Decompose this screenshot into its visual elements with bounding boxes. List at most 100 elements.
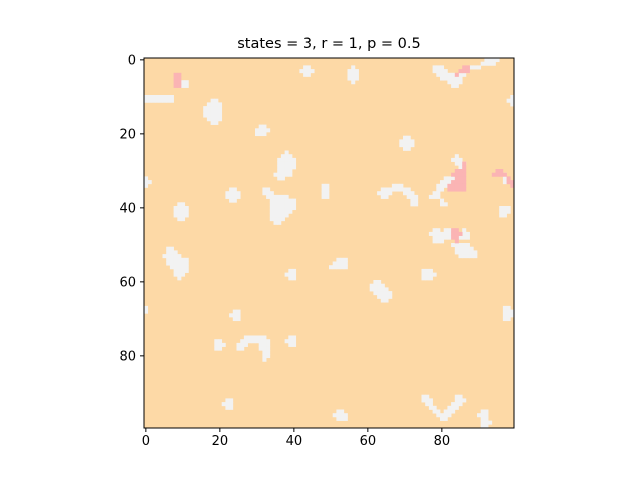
heatmap-cell-state-1 bbox=[266, 187, 271, 192]
heatmap-cell-state-2 bbox=[458, 231, 463, 236]
heatmap-cell-state-1 bbox=[173, 254, 178, 259]
heatmap-cell-state-1 bbox=[262, 357, 267, 362]
heatmap-cell-state-1 bbox=[277, 213, 282, 218]
heatmap-cell-state-1 bbox=[262, 354, 267, 359]
heatmap-cell-state-1 bbox=[473, 65, 478, 70]
heatmap-cell-state-2 bbox=[458, 176, 463, 181]
heatmap-cell-state-1 bbox=[432, 405, 437, 410]
heatmap-cell-state-1 bbox=[247, 335, 252, 340]
heatmap-cell-state-1 bbox=[292, 272, 297, 277]
heatmap-cell-state-1 bbox=[403, 135, 408, 140]
heatmap-cell-state-1 bbox=[465, 246, 470, 251]
heatmap-cell-state-1 bbox=[391, 187, 396, 192]
heatmap-cell-state-1 bbox=[384, 194, 389, 199]
heatmap-cell-state-1 bbox=[454, 405, 459, 410]
heatmap-cell-state-1 bbox=[273, 172, 278, 177]
heatmap-cell-state-2 bbox=[451, 187, 456, 192]
heatmap-cell-state-1 bbox=[177, 217, 182, 222]
y-tick-label: 20 bbox=[119, 127, 136, 142]
heatmap-cell-state-1 bbox=[447, 176, 452, 181]
heatmap-cell-state-1 bbox=[458, 394, 463, 399]
heatmap-cell-state-1 bbox=[436, 191, 441, 196]
heatmap-cell-state-1 bbox=[292, 268, 297, 273]
heatmap-cell-state-1 bbox=[269, 209, 274, 214]
axes: 0 20 40 60 80 0 20 40 60 80 bbox=[119, 53, 515, 449]
heatmap-cell-state-1 bbox=[280, 202, 285, 207]
heatmap-cell-state-1 bbox=[343, 257, 348, 262]
heatmap-cell-state-1 bbox=[480, 424, 485, 429]
heatmap-cell-state-1 bbox=[425, 268, 430, 273]
heatmap-cell-state-1 bbox=[206, 117, 211, 122]
heatmap-cell-state-1 bbox=[177, 202, 182, 207]
heatmap-cell-state-1 bbox=[173, 213, 178, 218]
heatmap-cell-state-1 bbox=[440, 198, 445, 203]
heatmap-cell-state-1 bbox=[266, 191, 271, 196]
heatmap-cell-state-2 bbox=[173, 83, 178, 88]
heatmap-cell-state-1 bbox=[284, 339, 289, 344]
heatmap-cell-state-2 bbox=[454, 228, 459, 233]
heatmap-cell-state-1 bbox=[292, 339, 297, 344]
heatmap-cell-state-1 bbox=[144, 98, 149, 103]
y-tick-label: 0 bbox=[128, 53, 136, 68]
heatmap-cell-state-1 bbox=[284, 209, 289, 214]
y-tick-label: 60 bbox=[119, 275, 136, 290]
heatmap-cell-state-1 bbox=[454, 394, 459, 399]
heatmap-cell-state-1 bbox=[292, 165, 297, 170]
heatmap-cell-state-1 bbox=[232, 313, 237, 318]
heatmap-cell-state-1 bbox=[266, 342, 271, 347]
heatmap-cell-state-1 bbox=[480, 420, 485, 425]
heatmap-cell-state-1 bbox=[425, 398, 430, 403]
heatmap-cell-state-1 bbox=[262, 339, 267, 344]
heatmap-cell-state-1 bbox=[502, 309, 507, 314]
heatmap-cell-state-1 bbox=[284, 154, 289, 159]
heatmap-cell-state-1 bbox=[144, 305, 149, 310]
heatmap-cell-state-1 bbox=[262, 335, 267, 340]
heatmap-cell-state-2 bbox=[177, 72, 182, 77]
heatmap-cell-state-2 bbox=[173, 80, 178, 85]
heatmap-cell-state-1 bbox=[214, 98, 219, 103]
heatmap-cell-state-1 bbox=[436, 194, 441, 199]
heatmap-cell-state-1 bbox=[262, 124, 267, 129]
heatmap-cell-state-1 bbox=[284, 150, 289, 155]
heatmap-cell-state-1 bbox=[288, 268, 293, 273]
heatmap-cell-state-1 bbox=[425, 394, 430, 399]
heatmap-cell-state-1 bbox=[173, 206, 178, 211]
heatmap-cell-state-2 bbox=[462, 169, 467, 174]
heatmap-cell-state-1 bbox=[177, 265, 182, 270]
heatmap-cell-state-1 bbox=[443, 202, 448, 207]
heatmap-cell-state-2 bbox=[451, 231, 456, 236]
heatmap-cell-state-1 bbox=[232, 194, 237, 199]
heatmap-cell-state-1 bbox=[384, 287, 389, 292]
heatmap-cell-state-1 bbox=[458, 165, 463, 170]
heatmap-cell-state-1 bbox=[469, 250, 474, 255]
heatmap-cell-state-1 bbox=[225, 398, 230, 403]
heatmap-cell-state-2 bbox=[506, 180, 511, 185]
heatmap-cell-state-1 bbox=[280, 165, 285, 170]
heatmap-cell-state-1 bbox=[262, 346, 267, 351]
heatmap-cell-state-1 bbox=[443, 69, 448, 74]
heatmap-cell-state-2 bbox=[177, 83, 182, 88]
heatmap-cell-state-1 bbox=[465, 254, 470, 259]
heatmap-cell-state-1 bbox=[447, 231, 452, 236]
heatmap-cell-state-1 bbox=[388, 191, 393, 196]
heatmap-cell-state-2 bbox=[499, 169, 504, 174]
heatmap-cell-state-1 bbox=[354, 72, 359, 77]
heatmap-cell-state-1 bbox=[403, 187, 408, 192]
heatmap-cell-state-1 bbox=[258, 132, 263, 137]
heatmap-cell-state-1 bbox=[384, 187, 389, 192]
heatmap-cell-state-1 bbox=[292, 198, 297, 203]
heatmap-cell-state-1 bbox=[454, 402, 459, 407]
heatmap-cell-state-1 bbox=[425, 272, 430, 277]
heatmap-cell-state-1 bbox=[377, 291, 382, 296]
heatmap-cell-state-1 bbox=[218, 342, 223, 347]
heatmap-cell-state-1 bbox=[273, 220, 278, 225]
heatmap-cell-state-1 bbox=[380, 298, 385, 303]
heatmap-cell-state-1 bbox=[262, 128, 267, 133]
heatmap-cell-state-1 bbox=[218, 117, 223, 122]
heatmap-cell-state-1 bbox=[458, 246, 463, 251]
heatmap-cell-state-1 bbox=[280, 176, 285, 181]
heatmap-cell-state-2 bbox=[447, 187, 452, 192]
heatmap-cell-state-1 bbox=[340, 265, 345, 270]
heatmap-cell-state-1 bbox=[440, 239, 445, 244]
heatmap-cell-state-1 bbox=[458, 398, 463, 403]
